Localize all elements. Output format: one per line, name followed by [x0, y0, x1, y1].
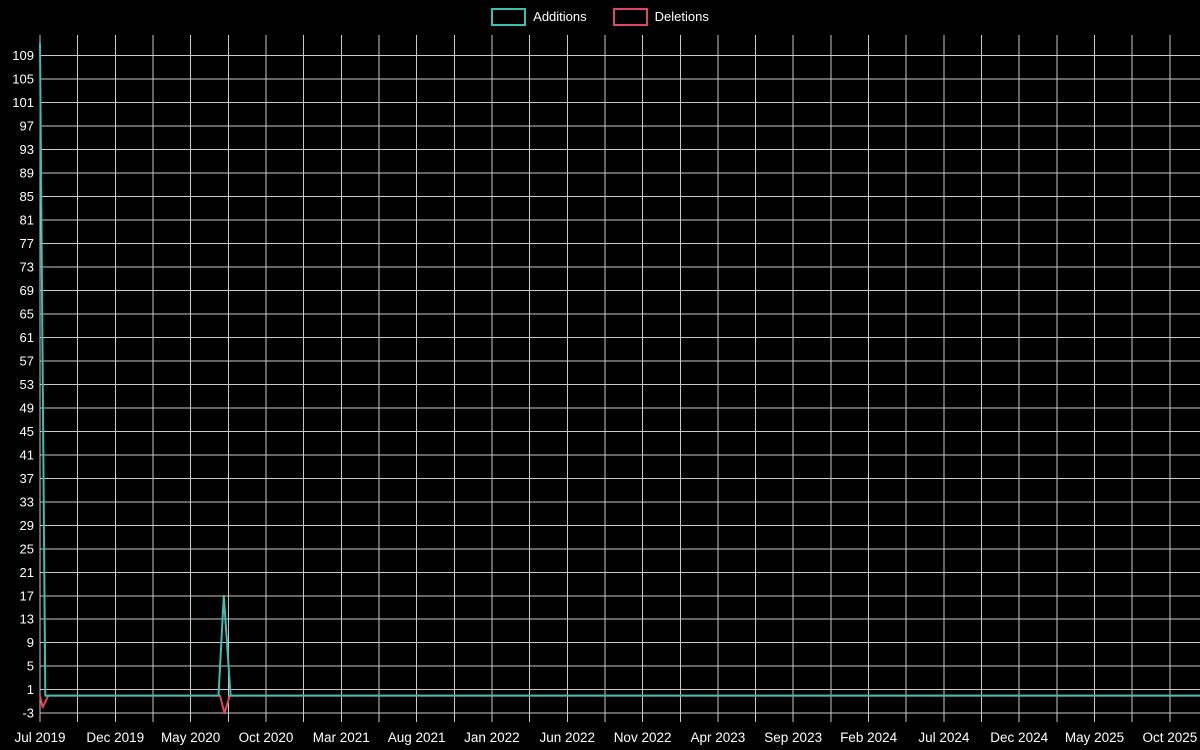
x-axis-tick-label: Oct 2020 [239, 730, 294, 745]
legend-label-additions: Additions [533, 9, 587, 24]
y-axis-tick-label: 69 [20, 283, 34, 298]
x-axis-tick-label: Jun 2022 [540, 730, 596, 745]
x-axis-tick-label: Jul 2019 [14, 730, 65, 745]
y-axis-tick-label: 65 [20, 306, 34, 321]
y-axis-tick-label: -3 [22, 706, 34, 721]
y-axis-tick-label: 105 [12, 72, 34, 87]
x-axis-tick-label: Sep 2023 [764, 730, 822, 745]
x-axis-tick-label: Feb 2024 [840, 730, 898, 745]
y-axis-tick-label: 5 [27, 659, 34, 674]
x-axis-tick-label: Apr 2023 [691, 730, 746, 745]
x-axis-tick-label: Oct 2025 [1143, 730, 1198, 745]
y-axis-tick-label: 21 [20, 565, 34, 580]
x-axis-tick-label: Aug 2021 [388, 730, 446, 745]
legend-item-additions: Additions [491, 8, 587, 26]
x-axis-tick-label: Dec 2019 [86, 730, 144, 745]
y-axis-tick-label: 25 [20, 541, 34, 556]
x-axis-tick-label: Jan 2022 [464, 730, 520, 745]
series-line-additions [39, 42, 1200, 697]
y-axis-tick-label: 37 [20, 471, 34, 486]
legend: Additions Deletions [0, 8, 1200, 26]
y-axis-tick-label: 57 [20, 353, 34, 368]
legend-label-deletions: Deletions [654, 9, 709, 24]
deletions-swatch-icon [612, 8, 648, 26]
x-axis-tick-label: Dec 2024 [990, 730, 1048, 745]
y-axis-tick-label: 77 [20, 236, 34, 251]
y-axis-tick-label: 9 [27, 635, 34, 650]
x-axis-tick-label: Jul 2024 [918, 730, 970, 745]
x-axis-tick-label: May 2020 [161, 730, 220, 745]
additions-swatch-icon [491, 8, 527, 26]
y-axis-tick-label: 97 [20, 119, 34, 134]
y-axis-tick-label: 101 [12, 95, 34, 110]
y-axis-tick-label: 33 [20, 494, 34, 509]
y-axis-tick-label: 13 [20, 612, 34, 627]
y-axis-tick-label: 61 [20, 330, 34, 345]
y-axis-tick-label: 73 [20, 259, 34, 274]
x-axis-tick-label: May 2025 [1065, 730, 1124, 745]
y-axis-tick-label: 81 [20, 213, 34, 228]
y-axis-tick-label: 109 [12, 48, 34, 63]
legend-item-deletions: Deletions [612, 8, 709, 26]
y-axis-tick-label: 29 [20, 518, 34, 533]
x-axis-tick-label: Nov 2022 [614, 730, 672, 745]
x-axis-tick-label: Mar 2021 [313, 730, 370, 745]
series-line-deletions [39, 694, 1200, 715]
y-axis-tick-label: 41 [20, 447, 34, 462]
y-axis-tick-label: 1 [27, 682, 34, 697]
y-axis-tick-label: 93 [20, 142, 34, 157]
y-axis-tick-label: 89 [20, 166, 34, 181]
y-axis-tick-label: 53 [20, 377, 34, 392]
y-axis-tick-label: 45 [20, 424, 34, 439]
y-axis-tick-label: 17 [20, 588, 34, 603]
y-axis-tick-label: 85 [20, 189, 34, 204]
y-axis-tick-label: 49 [20, 400, 34, 415]
